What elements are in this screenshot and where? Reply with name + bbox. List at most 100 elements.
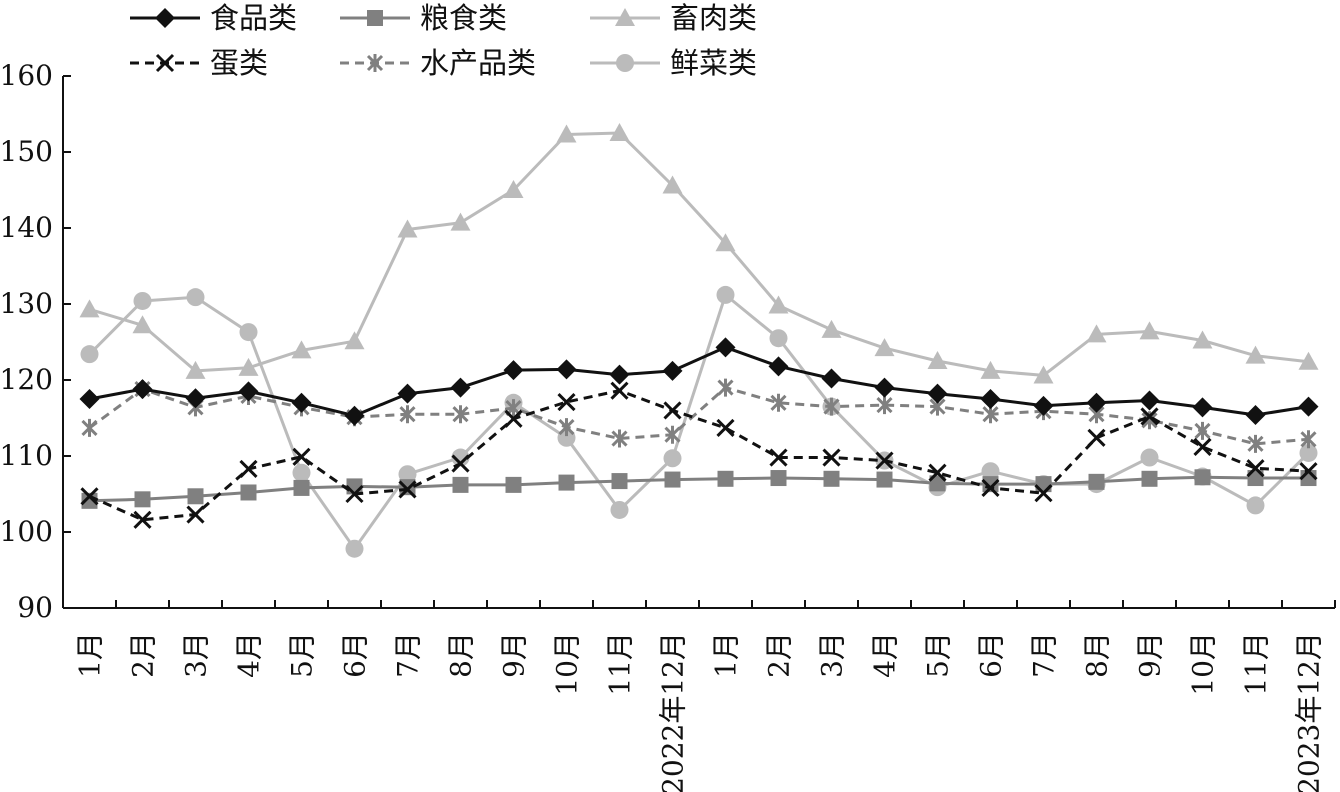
x-tick-label: 7月 [1028, 632, 1061, 678]
data-point [1246, 496, 1265, 515]
legend-item: 蛋类 [130, 46, 268, 80]
x-tick-label: 2月 [127, 632, 160, 678]
data-point [398, 480, 417, 499]
data-point [80, 345, 99, 364]
data-point [822, 448, 841, 467]
x-tick-label: 5月 [922, 632, 955, 678]
data-point [367, 10, 383, 26]
data-point [134, 491, 151, 508]
data-point [1246, 459, 1265, 478]
data-point [663, 449, 682, 468]
data-point [1298, 396, 1319, 417]
data-point [770, 393, 787, 412]
data-point [557, 392, 576, 412]
data-point [1193, 437, 1212, 456]
data-point [1192, 397, 1213, 418]
data-point [1033, 365, 1054, 384]
series-line [89, 131, 1309, 377]
series-line [89, 345, 1309, 418]
data-point [662, 175, 683, 194]
data-point [611, 429, 628, 448]
legend-label: 蛋类 [210, 46, 268, 80]
data-point [1140, 407, 1159, 426]
data-point [291, 340, 312, 359]
x-tick-label: 1月 [710, 632, 743, 678]
x-tick-label: 9月 [1134, 632, 1167, 678]
x-tick-label: 6月 [339, 632, 372, 678]
y-tick-label: 110 [0, 439, 53, 472]
data-point [397, 383, 418, 404]
x-tick-label: 10月 [1187, 632, 1220, 696]
x-tick-label: 6月 [975, 632, 1008, 678]
data-point [133, 291, 152, 310]
series-1 [79, 337, 1319, 426]
data-point [609, 123, 630, 141]
data-point [611, 473, 628, 490]
data-point [874, 377, 895, 398]
data-point [1247, 434, 1264, 453]
series-line [89, 475, 1309, 503]
legend-label: 畜肉类 [670, 1, 757, 35]
data-point [770, 470, 787, 487]
data-point [876, 471, 893, 488]
data-point [981, 478, 1000, 497]
data-point [716, 285, 735, 304]
data-point [1194, 421, 1211, 440]
chart-axes: 90 100 110 120 130 140 150 160 1月 2月 3月 4月 5月 6月 7月 8月 9… [0, 59, 1336, 792]
data-point [769, 329, 788, 348]
data-point [715, 337, 736, 358]
data-point [238, 357, 259, 376]
data-point [239, 323, 258, 342]
data-point [821, 319, 842, 338]
data-point [823, 470, 840, 487]
data-point [185, 388, 206, 409]
data-point [981, 462, 1000, 481]
series-5 [81, 378, 1317, 453]
data-point [1140, 448, 1159, 467]
data-point [185, 360, 206, 379]
data-point [292, 447, 311, 466]
x-tick-label: 3月 [816, 632, 849, 678]
y-tick-label: 160 [0, 59, 53, 92]
data-point [927, 383, 948, 404]
data-point [452, 476, 469, 493]
data-point [292, 463, 311, 482]
data-point [504, 409, 523, 428]
data-point [558, 474, 575, 491]
x-tick-label: 4月 [233, 632, 266, 678]
data-point [450, 377, 471, 398]
data-point [875, 451, 894, 470]
data-point [398, 465, 417, 484]
series-2 [81, 469, 1317, 509]
data-point [239, 459, 258, 478]
data-point [81, 418, 98, 437]
y-tick-label: 140 [0, 211, 53, 244]
data-point [80, 487, 99, 506]
data-point [1087, 428, 1106, 447]
data-point [1194, 469, 1211, 486]
data-point [132, 315, 153, 334]
data-point [240, 484, 257, 501]
data-point [132, 379, 153, 400]
data-point [155, 53, 175, 73]
data-point [451, 454, 470, 473]
data-point [1298, 351, 1319, 370]
data-point [1088, 473, 1105, 490]
x-tick-label: 8月 [445, 632, 478, 678]
data-point [610, 381, 629, 400]
data-point [823, 397, 840, 416]
data-point [980, 389, 1001, 409]
data-point [769, 448, 788, 467]
x-tick-label: 2月 [763, 632, 796, 678]
data-point [768, 295, 789, 314]
data-point [928, 463, 947, 482]
data-point [1192, 330, 1213, 349]
legend-label: 粮食类 [420, 1, 507, 35]
legend-item: 鲜菜类 [590, 46, 757, 80]
data-point [1086, 324, 1107, 343]
data-point [238, 381, 259, 402]
data-point [397, 219, 418, 238]
x-tick-label: 9月 [498, 632, 531, 678]
data-point [609, 364, 630, 385]
